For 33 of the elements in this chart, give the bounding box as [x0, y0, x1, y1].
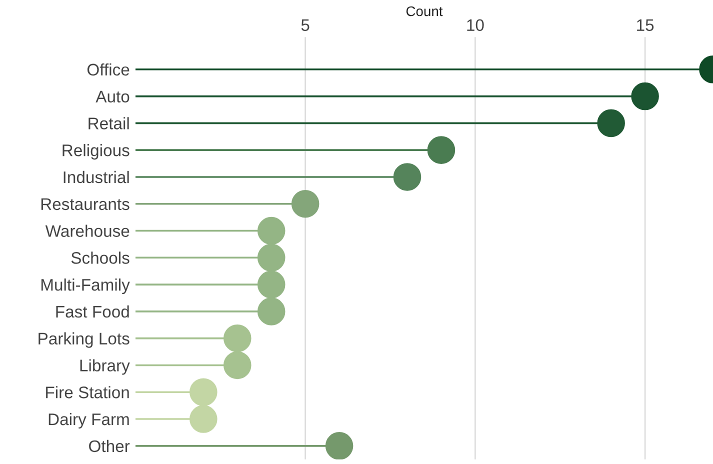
point — [631, 82, 659, 110]
y-tick-label: Religious — [62, 144, 130, 160]
y-tick-label: Retail — [88, 117, 129, 130]
x-axis-title: Count — [406, 6, 443, 16]
x-tick-label: 5 — [301, 19, 310, 32]
y-tick-label: Library — [80, 359, 130, 375]
y-tick-label: Warehouse — [45, 224, 130, 237]
y-tick-label: Schools — [71, 252, 130, 264]
y-tick-label: Auto — [96, 90, 130, 102]
y-tick-label: Multi-Family — [41, 278, 130, 294]
point — [597, 109, 625, 138]
y-tick-label: Dairy Farm — [48, 412, 129, 429]
y-tick-label: Restaurants — [41, 198, 130, 210]
point — [190, 378, 218, 406]
point — [257, 298, 286, 326]
point — [427, 136, 456, 164]
point — [224, 351, 252, 380]
x-tick-label: 15 — [637, 19, 654, 32]
point — [393, 163, 422, 191]
point — [190, 405, 218, 433]
point — [257, 244, 286, 272]
y-tick-label: Office — [87, 63, 130, 76]
y-tick-label: Industrial — [64, 170, 129, 184]
point — [291, 190, 320, 218]
point — [257, 270, 286, 298]
point — [325, 432, 354, 460]
y-tick-label: Fire Station — [46, 386, 129, 398]
y-tick-label: Parking Lots — [38, 332, 130, 348]
point — [257, 216, 286, 245]
x-tick-label: 10 — [467, 19, 484, 32]
point — [224, 324, 252, 352]
y-tick-label: Fast Food — [56, 305, 129, 318]
y-tick-label: Other — [89, 440, 130, 452]
